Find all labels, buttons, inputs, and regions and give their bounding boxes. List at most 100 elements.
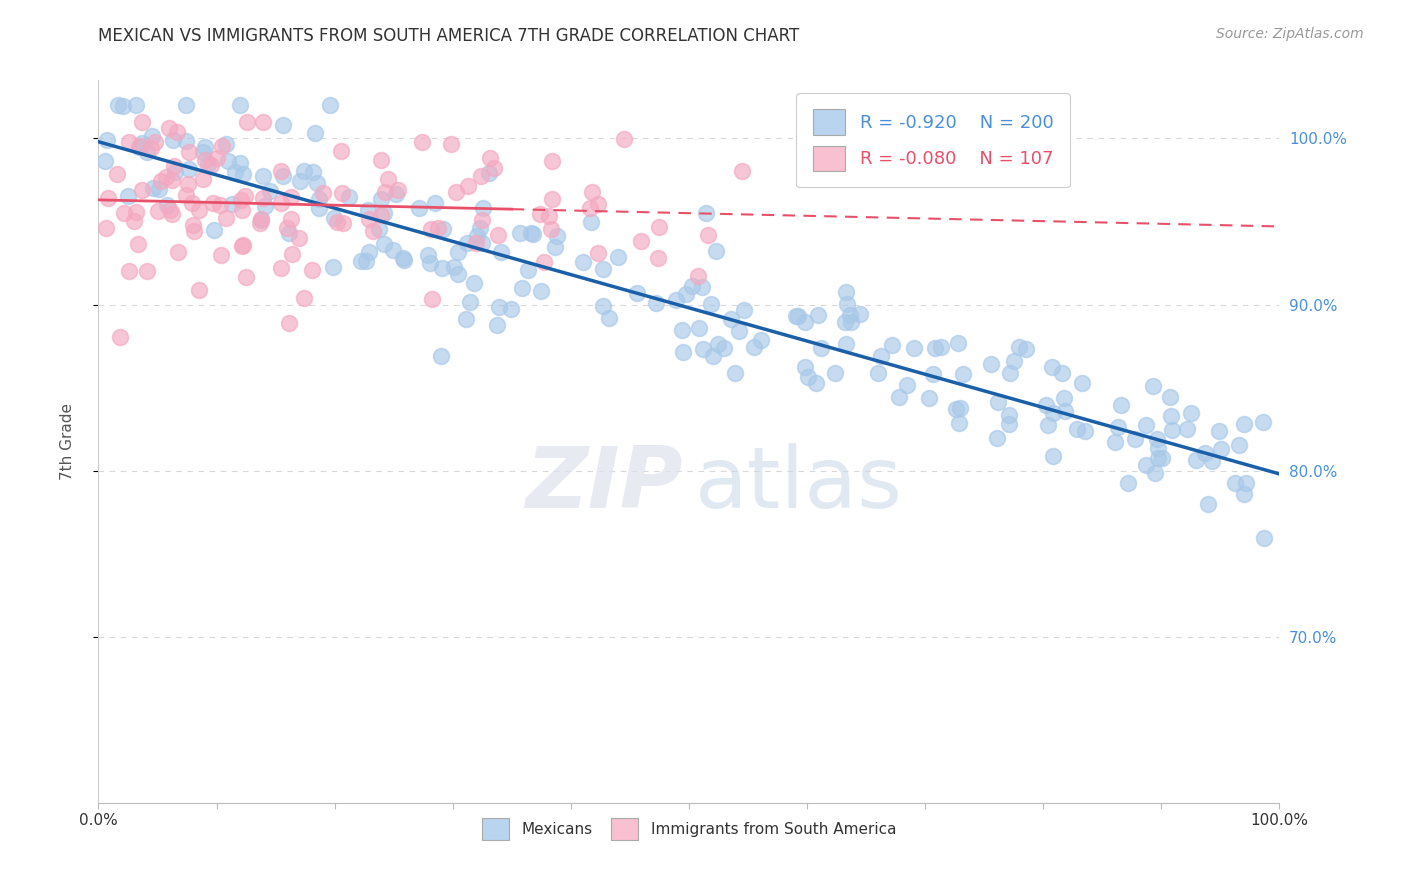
- Point: [252, 169, 274, 183]
- Point: [302, 165, 325, 179]
- Point: [381, 244, 404, 258]
- Point: [592, 299, 614, 313]
- Point: [1042, 449, 1064, 463]
- Point: [986, 431, 1008, 445]
- Point: [174, 188, 197, 202]
- Point: [458, 294, 481, 309]
- Point: [160, 172, 183, 186]
- Point: [141, 128, 163, 143]
- Point: [544, 240, 567, 254]
- Point: [945, 402, 967, 417]
- Point: [392, 252, 415, 267]
- Point: [249, 211, 271, 226]
- Point: [1251, 416, 1274, 430]
- Point: [447, 244, 470, 259]
- Point: [94, 153, 117, 168]
- Point: [648, 219, 671, 234]
- Point: [540, 192, 562, 206]
- Point: [270, 260, 292, 275]
- Point: [419, 221, 441, 235]
- Point: [368, 221, 391, 235]
- Point: [124, 214, 146, 228]
- Point: [231, 239, 253, 253]
- Point: [444, 185, 467, 199]
- Point: [162, 133, 184, 147]
- Point: [235, 189, 257, 203]
- Point: [849, 307, 872, 321]
- Point: [702, 349, 724, 363]
- Point: [692, 342, 714, 356]
- Point: [350, 253, 373, 268]
- Point: [516, 263, 538, 277]
- Point: [810, 341, 832, 355]
- Point: [482, 161, 505, 176]
- Point: [454, 312, 477, 326]
- Point: [281, 247, 304, 261]
- Point: [148, 204, 170, 219]
- Point: [578, 202, 600, 216]
- Point: [194, 140, 217, 154]
- Point: [432, 221, 454, 235]
- Point: [356, 203, 378, 218]
- Point: [129, 139, 152, 153]
- Point: [112, 206, 135, 220]
- Point: [270, 196, 292, 211]
- Point: [235, 270, 257, 285]
- Point: [370, 208, 392, 222]
- Point: [1035, 398, 1057, 412]
- Point: [374, 185, 396, 199]
- Point: [887, 390, 910, 404]
- Point: [686, 268, 709, 283]
- Point: [179, 162, 201, 177]
- Point: [354, 254, 377, 268]
- Point: [804, 376, 827, 390]
- Point: [1050, 366, 1073, 380]
- Point: [304, 126, 326, 140]
- Point: [1147, 441, 1170, 455]
- Point: [1161, 423, 1184, 437]
- Point: [253, 199, 276, 213]
- Point: [288, 174, 311, 188]
- Point: [538, 209, 561, 223]
- Point: [429, 350, 451, 364]
- Point: [1233, 487, 1256, 501]
- Point: [922, 368, 945, 382]
- Point: [463, 277, 485, 291]
- Point: [176, 98, 198, 112]
- Point: [1036, 417, 1059, 432]
- Point: [370, 192, 392, 206]
- Point: [209, 248, 232, 262]
- Point: [187, 284, 209, 298]
- Point: [160, 207, 183, 221]
- Point: [520, 226, 543, 240]
- Point: [697, 227, 720, 242]
- Point: [1144, 467, 1167, 481]
- Point: [793, 314, 815, 328]
- Point: [704, 244, 727, 258]
- Point: [918, 391, 941, 405]
- Point: [423, 196, 446, 211]
- Point: [541, 153, 564, 168]
- Point: [720, 312, 742, 326]
- Point: [128, 140, 150, 154]
- Point: [215, 136, 238, 151]
- Point: [280, 212, 302, 227]
- Point: [1074, 424, 1097, 438]
- Point: [700, 297, 723, 311]
- Point: [713, 341, 735, 355]
- Point: [588, 197, 610, 211]
- Point: [1053, 404, 1076, 418]
- Point: [1066, 421, 1088, 435]
- Point: [998, 417, 1021, 431]
- Point: [731, 163, 754, 178]
- Point: [308, 192, 330, 206]
- Point: [211, 139, 233, 153]
- Point: [1208, 424, 1230, 438]
- Point: [373, 236, 395, 251]
- Point: [323, 211, 346, 225]
- Point: [1123, 432, 1146, 446]
- Point: [613, 132, 636, 146]
- Point: [785, 310, 807, 324]
- Point: [131, 115, 153, 129]
- Text: ZIP: ZIP: [526, 443, 683, 526]
